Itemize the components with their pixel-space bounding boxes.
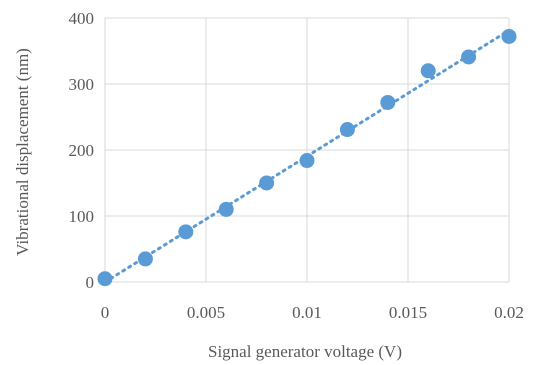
y-tick-label: 400 <box>69 9 95 28</box>
data-point <box>420 63 436 79</box>
data-point <box>218 201 234 217</box>
y-tick-label: 0 <box>86 273 95 292</box>
data-point <box>178 224 194 240</box>
data-point <box>501 28 517 44</box>
data-points <box>97 28 517 287</box>
y-tick-label: 300 <box>69 75 95 94</box>
data-point <box>461 49 477 65</box>
x-tick-label: 0.005 <box>187 303 225 322</box>
data-point <box>380 94 396 110</box>
data-point <box>97 271 113 287</box>
x-tick-label: 0.02 <box>494 303 524 322</box>
gridlines <box>104 17 510 283</box>
x-axis-title: Signal generator voltage (V) <box>208 342 402 361</box>
data-point <box>259 175 275 191</box>
tick-labels: 0 100 200 300 400 0 0.005 0.01 0.015 0.02 <box>69 9 524 322</box>
x-tick-label: 0.015 <box>389 303 427 322</box>
y-tick-label: 200 <box>69 141 95 160</box>
x-tick-label: 0 <box>101 303 110 322</box>
y-axis-title: Vibrational displacement (nm) <box>13 48 32 256</box>
data-point <box>299 153 315 169</box>
data-point <box>339 122 355 138</box>
y-tick-label: 100 <box>69 207 95 226</box>
x-tick-label: 0.01 <box>292 303 322 322</box>
data-point <box>137 251 153 267</box>
